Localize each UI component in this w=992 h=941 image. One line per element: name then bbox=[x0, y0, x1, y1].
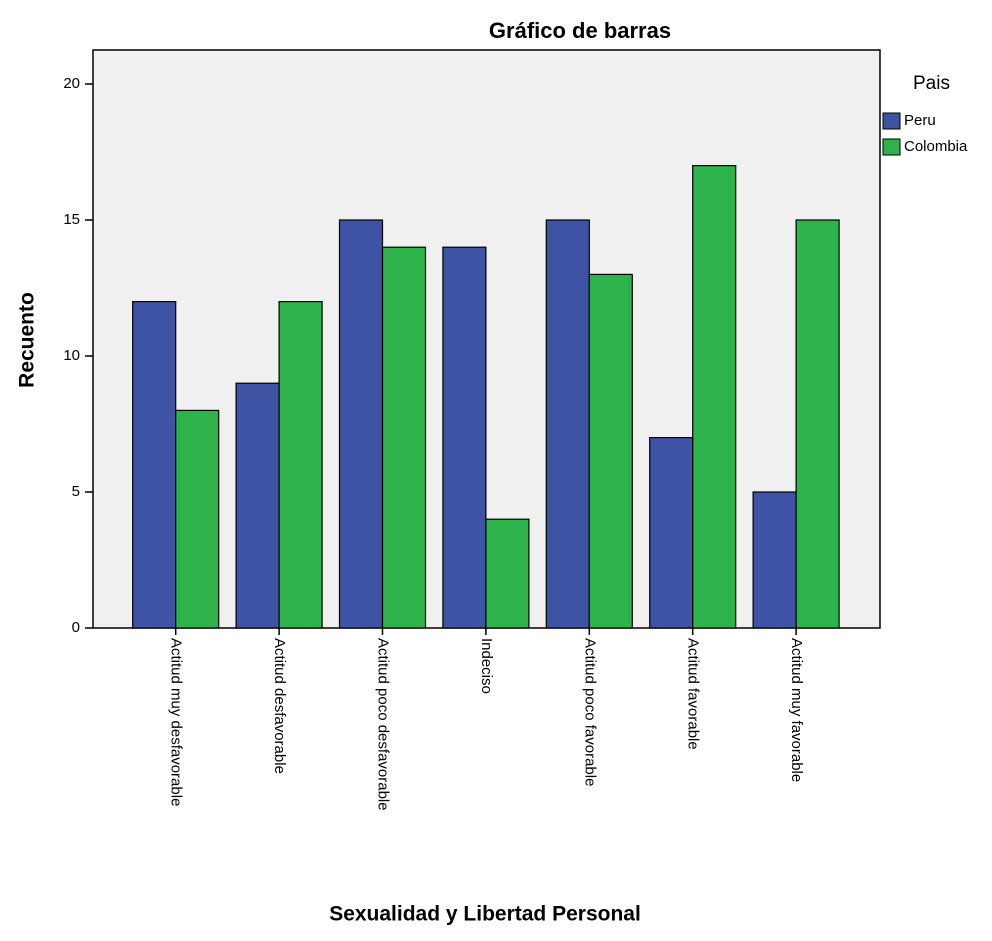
y-tick-label: 10 bbox=[63, 347, 80, 364]
y-tick-label: 0 bbox=[72, 619, 80, 636]
x-tick-label: Actitud poco desfavorable bbox=[375, 638, 392, 811]
x-tick-label: Actitud muy desfavorable bbox=[168, 638, 185, 806]
bar bbox=[442, 246, 487, 629]
x-tick-label: Actitud desfavorable bbox=[271, 638, 288, 774]
chart-title: Gráfico de barras bbox=[489, 18, 671, 43]
bar bbox=[795, 219, 840, 629]
legend-swatch bbox=[882, 112, 901, 130]
x-axis-title: Sexualidad y Libertad Personal bbox=[329, 903, 641, 926]
x-tick-label: Actitud muy favorable bbox=[788, 638, 805, 782]
bar bbox=[175, 409, 220, 629]
bar bbox=[588, 273, 633, 629]
bar bbox=[338, 219, 384, 629]
x-tick-label: Indeciso bbox=[478, 638, 495, 694]
legend-label: Colombia bbox=[904, 138, 968, 155]
y-axis-title: Recuento bbox=[16, 292, 39, 388]
y-tick-label: 5 bbox=[72, 483, 80, 500]
x-tick-label: Actitud favorable bbox=[685, 638, 702, 750]
bar bbox=[132, 301, 177, 629]
legend-swatch bbox=[882, 138, 901, 156]
bar bbox=[278, 301, 323, 629]
bar bbox=[692, 165, 737, 629]
bar bbox=[545, 219, 590, 629]
bar bbox=[485, 518, 530, 629]
legend-label: Peru bbox=[904, 112, 936, 129]
bar bbox=[649, 437, 694, 629]
bar bbox=[752, 491, 797, 629]
y-tick-label: 20 bbox=[63, 75, 80, 92]
bar bbox=[381, 246, 427, 629]
legend-title: Pais bbox=[913, 73, 950, 94]
y-tick-label: 15 bbox=[63, 211, 80, 228]
x-tick-label: Actitud poco favorable bbox=[581, 638, 598, 786]
bar bbox=[235, 382, 280, 629]
